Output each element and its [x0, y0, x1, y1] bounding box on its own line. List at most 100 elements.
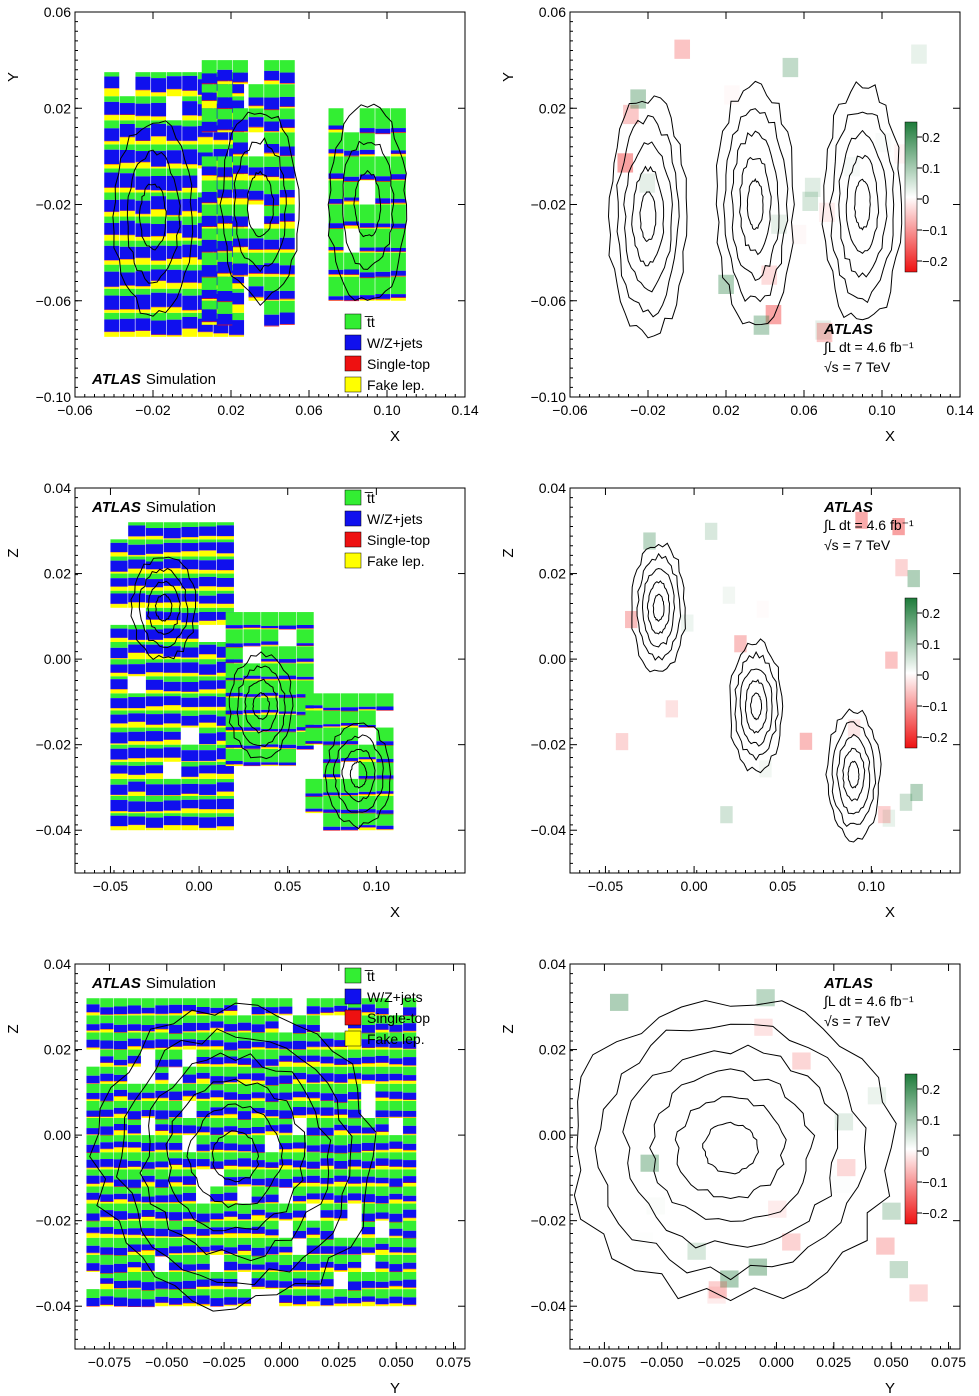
- bin-tt: [348, 1254, 362, 1263]
- bin-tt: [128, 522, 146, 526]
- bin-fk: [210, 1286, 224, 1290]
- bin-st: [296, 697, 314, 698]
- bin-st: [141, 1031, 155, 1032]
- bin-st: [127, 1218, 141, 1220]
- legend-label-wz: W/Z+jets: [367, 511, 423, 527]
- bin-tt: [248, 84, 264, 98]
- bin-wz: [104, 222, 120, 235]
- bin-st: [348, 1117, 362, 1119]
- bin-st: [306, 1168, 320, 1169]
- bin-wz: [340, 758, 359, 761]
- bin-wz: [334, 1145, 348, 1153]
- contour-line: [327, 103, 408, 301]
- bin-wz: [196, 1144, 210, 1151]
- bin-wz: [237, 1144, 252, 1152]
- bin-tt: [155, 1083, 169, 1091]
- bin-fk: [201, 175, 217, 181]
- bin-fk: [224, 1217, 238, 1221]
- bin-wz: [278, 675, 296, 680]
- bin-st: [100, 1048, 114, 1050]
- bin-tt: [169, 1237, 183, 1247]
- difference-bin: [720, 806, 733, 824]
- bin-fk: [110, 759, 128, 762]
- bin-fk: [403, 1031, 417, 1033]
- bin-wz: [251, 1024, 265, 1033]
- contour-line: [332, 734, 384, 813]
- bin-st: [114, 1032, 128, 1033]
- bin-tt: [292, 1135, 307, 1143]
- bin-st: [196, 1221, 210, 1223]
- bin-tt: [128, 710, 146, 714]
- bin-fk: [216, 620, 234, 625]
- bin-tt: [306, 1083, 320, 1093]
- bin-fk: [261, 712, 279, 715]
- bin-tt: [292, 1066, 307, 1073]
- bin-st: [196, 1286, 210, 1288]
- bin-tt: [201, 180, 217, 192]
- bin-st: [279, 1302, 293, 1304]
- bin-tt: [237, 1049, 252, 1059]
- difference-bin: [757, 601, 769, 618]
- bin-tt: [182, 288, 198, 296]
- bin-fk: [155, 1167, 169, 1170]
- bin-wz: [403, 1160, 417, 1168]
- bin-fk: [334, 1011, 348, 1016]
- bin-fk: [224, 1150, 238, 1153]
- bin-st: [320, 1286, 334, 1287]
- bin-fk: [201, 101, 217, 109]
- y-tick-label: −0.10: [36, 389, 72, 405]
- bin-tt: [265, 1118, 279, 1126]
- bin-st: [375, 1268, 389, 1269]
- bin-wz: [328, 223, 344, 229]
- bin-wz: [279, 1092, 293, 1100]
- bin-wz: [306, 1092, 320, 1098]
- bin-fk: [216, 774, 234, 779]
- bin-fk: [104, 310, 120, 313]
- bin-st: [210, 1168, 224, 1170]
- bin-wz: [210, 1127, 224, 1135]
- bin-wz: [155, 1228, 169, 1237]
- bin-fk: [389, 1048, 403, 1050]
- bin-st: [100, 1182, 114, 1183]
- bin-fk: [306, 1183, 320, 1187]
- difference-bin: [882, 809, 896, 827]
- bin-fk: [292, 1217, 307, 1221]
- bin-st: [127, 1099, 141, 1101]
- colorbar-tick-label: 0.1: [922, 637, 940, 652]
- bin-st: [375, 1287, 389, 1289]
- panel-3: −0.05 0.00 0.05 0.100.040.020.00−0.02−0.04X…: [5, 480, 466, 921]
- bin-tt: [135, 168, 151, 177]
- bin-wz: [389, 1280, 403, 1286]
- bin-st: [323, 795, 341, 796]
- bin-fk: [403, 1269, 417, 1272]
- bin-tt: [135, 192, 151, 201]
- difference-bin: [844, 157, 860, 177]
- bin-st: [296, 714, 314, 716]
- bin-wz: [114, 1193, 128, 1200]
- bin-st: [320, 1183, 334, 1185]
- bin-fk: [229, 93, 245, 97]
- bin-tt: [217, 252, 233, 262]
- bin-st: [169, 1164, 183, 1166]
- bin-st: [182, 1233, 196, 1235]
- bin-wz: [182, 244, 198, 257]
- difference-bin: [734, 635, 747, 653]
- bin-wz: [375, 1243, 389, 1250]
- bin-wz: [359, 128, 375, 133]
- bin-fk: [86, 1030, 100, 1033]
- bin-fk: [104, 235, 120, 241]
- bin-wz: [296, 625, 314, 629]
- bin-wz: [251, 1126, 265, 1134]
- bin-wz: [403, 1176, 417, 1183]
- bin-wz: [182, 1212, 196, 1219]
- bin-wz: [264, 314, 280, 326]
- bin-tt: [265, 1032, 279, 1041]
- bin-tt: [169, 998, 183, 1005]
- bin-st: [389, 1271, 403, 1273]
- bin-tt: [279, 84, 295, 97]
- bin-fk: [279, 1165, 293, 1170]
- bin-st: [264, 205, 280, 206]
- bin-tt: [100, 1254, 114, 1265]
- bin-wz: [389, 1091, 403, 1099]
